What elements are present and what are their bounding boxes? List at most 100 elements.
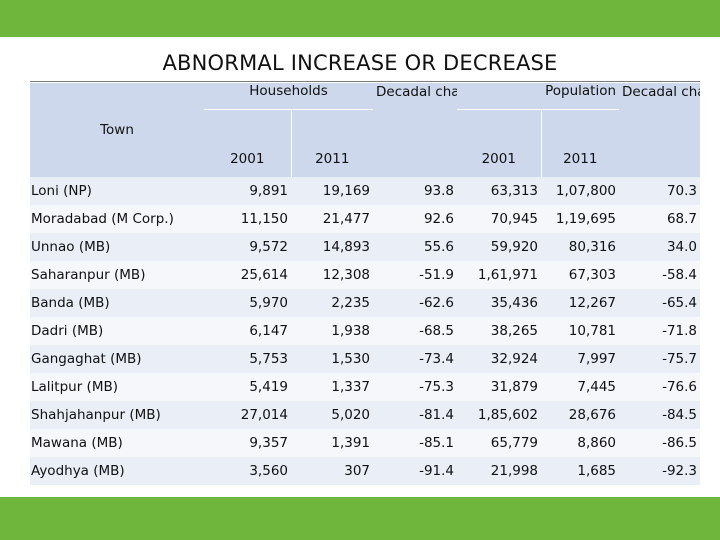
cell-hh-2001: 25,614	[204, 261, 291, 289]
cell-hh-2001: 9,572	[204, 233, 291, 261]
cell-pop-2001: 32,924	[457, 345, 542, 373]
cell-pop-2001: 21,998	[457, 457, 542, 485]
table-row: Mawana (MB) 9,357 1,391 -85.1 65,779 8,860 -86…	[30, 429, 701, 457]
cell-hh-2011: 19,169	[291, 177, 374, 205]
cell-pop-2001: 70,945	[457, 205, 542, 233]
bottom-accent-band	[0, 497, 720, 540]
cell-pop-2001: 31,879	[457, 373, 542, 401]
cell-pop-2011: 10,781	[541, 317, 620, 345]
page-title: ABNORMAL INCREASE OR DECREASE	[162, 51, 558, 75]
table-row: Moradabad (M Corp.) 11,150 21,477 92.6 70,94…	[30, 205, 701, 233]
cell-pop-2001: 1,85,602	[457, 401, 542, 429]
cell-hh-2011: 21,477	[291, 205, 374, 233]
cell-pop-change: -76.6	[619, 373, 701, 401]
cell-hh-2001: 9,357	[204, 429, 291, 457]
cell-pop-2001: 59,920	[457, 233, 542, 261]
table-row: Loni (NP) 9,891 19,169 93.8 63,313 1,07,800 70…	[30, 177, 701, 205]
cell-hh-2001: 6,147	[204, 317, 291, 345]
cell-pop-2001: 35,436	[457, 289, 542, 317]
cell-hh-2011: 307	[291, 457, 374, 485]
cell-pop-change: -84.5	[619, 401, 701, 429]
cell-hh-2001: 27,014	[204, 401, 291, 429]
cell-hh-change: -81.4	[373, 401, 458, 429]
cell-hh-2011: 1,391	[291, 429, 374, 457]
cell-town: Mawana (MB)	[30, 429, 204, 457]
cell-pop-2011: 7,997	[541, 345, 620, 373]
cell-hh-2011: 1,337	[291, 373, 374, 401]
header-population: Population	[457, 83, 620, 110]
cell-pop-change: -92.3	[619, 457, 701, 485]
cell-pop-change: 70.3	[619, 177, 701, 205]
cell-pop-change: -65.4	[619, 289, 701, 317]
cell-hh-change: 55.6	[373, 233, 458, 261]
cell-pop-change: 68.7	[619, 205, 701, 233]
cell-hh-2011: 14,893	[291, 233, 374, 261]
cell-town: Dadri (MB)	[30, 317, 204, 345]
table-row: Shahjahanpur (MB) 27,014 5,020 -81.4 1,85,60…	[30, 401, 701, 429]
table-row: Dadri (MB) 6,147 1,938 -68.5 38,265 10,781 -71…	[30, 317, 701, 345]
cell-hh-2001: 5,419	[204, 373, 291, 401]
table-row: Banda (MB) 5,970 2,235 -62.6 35,436 12,267 -65…	[30, 289, 701, 317]
table-row: Saharanpur (MB) 25,614 12,308 -51.9 1,61,971…	[30, 261, 701, 289]
table-row: Ayodhya (MB) 3,560 307 -91.4 21,998 1,685 -92.…	[30, 457, 701, 485]
cell-pop-2011: 1,19,695	[541, 205, 620, 233]
cell-town: Ayodhya (MB)	[30, 457, 204, 485]
cell-town: Moradabad (M Corp.)	[30, 205, 204, 233]
header-households-2011: 2011	[290, 109, 374, 177]
cell-hh-2001: 5,970	[204, 289, 291, 317]
header-population-2001: 2001	[457, 109, 542, 177]
cell-pop-2011: 7,445	[541, 373, 620, 401]
cell-hh-change: -91.4	[373, 457, 458, 485]
town-change-table: Town Households Decadal change 2001-11 P…	[30, 83, 701, 485]
cell-pop-change: -58.4	[619, 261, 701, 289]
cell-pop-2011: 12,267	[541, 289, 620, 317]
top-accent-band	[0, 0, 720, 37]
header-population-decadal-change: Decadal change 2001-11	[619, 83, 701, 177]
cell-pop-2001: 38,265	[457, 317, 542, 345]
cell-pop-2011: 1,07,800	[541, 177, 620, 205]
cell-hh-change: -85.1	[373, 429, 458, 457]
cell-pop-2011: 80,316	[541, 233, 620, 261]
cell-town: Banda (MB)	[30, 289, 204, 317]
cell-hh-2001: 3,560	[204, 457, 291, 485]
cell-town: Lalitpur (MB)	[30, 373, 204, 401]
cell-pop-2011: 28,676	[541, 401, 620, 429]
cell-hh-2011: 1,530	[291, 345, 374, 373]
cell-pop-change: -86.5	[619, 429, 701, 457]
cell-town: Saharanpur (MB)	[30, 261, 204, 289]
cell-pop-change: -75.7	[619, 345, 701, 373]
cell-pop-2001: 1,61,971	[457, 261, 542, 289]
header-households-decadal-change: Decadal change 2001-11	[373, 83, 458, 177]
cell-hh-change: -75.3	[373, 373, 458, 401]
cell-pop-2011: 8,860	[541, 429, 620, 457]
cell-town: Loni (NP)	[30, 177, 204, 205]
cell-pop-change: -71.8	[619, 317, 701, 345]
header-households-2001: 2001	[204, 109, 291, 177]
header-households: Households	[204, 83, 374, 110]
cell-pop-change: 34.0	[619, 233, 701, 261]
cell-pop-2011: 67,303	[541, 261, 620, 289]
title-divider	[30, 81, 700, 82]
cell-hh-change: 92.6	[373, 205, 458, 233]
cell-hh-2011: 12,308	[291, 261, 374, 289]
cell-hh-2001: 9,891	[204, 177, 291, 205]
cell-hh-2011: 1,938	[291, 317, 374, 345]
cell-town: Gangaghat (MB)	[30, 345, 204, 373]
cell-hh-2011: 2,235	[291, 289, 374, 317]
table-row: Lalitpur (MB) 5,419 1,337 -75.3 31,879 7,445-…	[30, 373, 701, 401]
cell-pop-2011: 1,685	[541, 457, 620, 485]
header-town: Town	[30, 83, 204, 177]
cell-hh-change: -73.4	[373, 345, 458, 373]
cell-hh-change: -62.6	[373, 289, 458, 317]
cell-pop-2001: 63,313	[457, 177, 542, 205]
cell-hh-change: -68.5	[373, 317, 458, 345]
cell-hh-change: 93.8	[373, 177, 458, 205]
table-row: Gangaghat (MB) 5,753 1,530 -73.4 32,924 7,997…	[30, 345, 701, 373]
cell-hh-change: -51.9	[373, 261, 458, 289]
cell-town: Unnao (MB)	[30, 233, 204, 261]
cell-pop-2001: 65,779	[457, 429, 542, 457]
header-population-2011: 2011	[540, 109, 620, 177]
cell-hh-2001: 5,753	[204, 345, 291, 373]
cell-hh-2001: 11,150	[204, 205, 291, 233]
cell-town: Shahjahanpur (MB)	[30, 401, 204, 429]
